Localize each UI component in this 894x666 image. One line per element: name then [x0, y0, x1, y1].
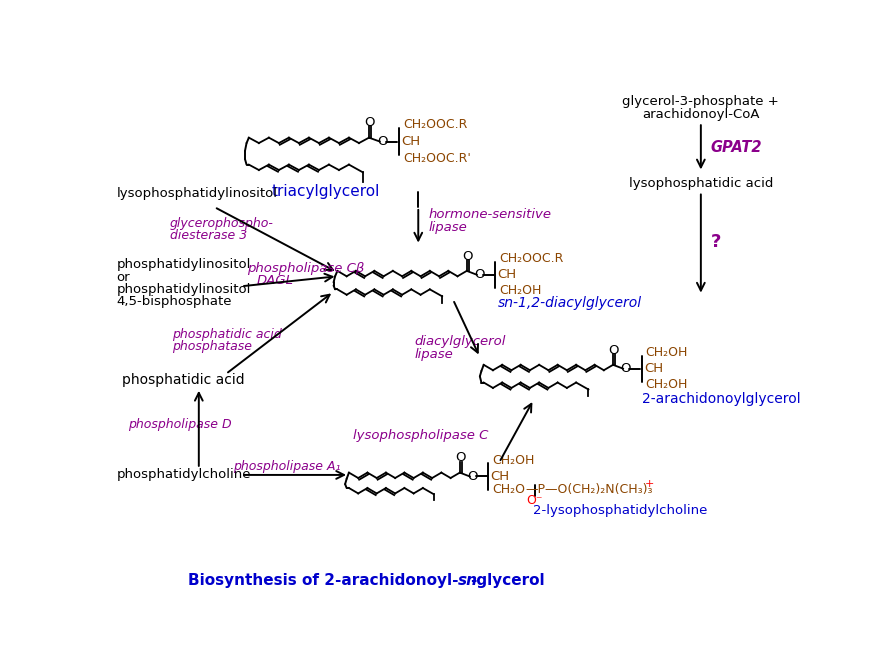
Text: glycerol-3-phosphate +: glycerol-3-phosphate + — [622, 95, 779, 108]
Text: phosphatidic acid: phosphatidic acid — [122, 373, 244, 387]
Text: GPAT2: GPAT2 — [710, 140, 762, 155]
Text: 2-arachidonoylglycerol: 2-arachidonoylglycerol — [641, 392, 799, 406]
Text: triacylglycerol: triacylglycerol — [272, 184, 380, 199]
Text: phosphatase: phosphatase — [172, 340, 251, 353]
Text: arachidonoyl-CoA: arachidonoyl-CoA — [641, 108, 759, 121]
Text: CH: CH — [497, 268, 516, 281]
Text: phospholipase A₁: phospholipase A₁ — [233, 460, 341, 473]
Text: O: O — [467, 470, 477, 483]
Text: CH₂O: CH₂O — [492, 483, 525, 496]
Text: CH₂OOC.R': CH₂OOC.R' — [402, 152, 470, 165]
Text: 4,5-bisphosphate: 4,5-bisphosphate — [116, 295, 232, 308]
Text: CH₂OH: CH₂OH — [492, 454, 534, 467]
Text: lipase: lipase — [428, 221, 467, 234]
Text: CH₂OH: CH₂OH — [645, 378, 687, 392]
Text: lipase: lipase — [414, 348, 452, 362]
Text: phosphatidylcholine: phosphatidylcholine — [116, 468, 250, 482]
Text: glycerophospho-: glycerophospho- — [169, 217, 274, 230]
Text: phosphatidylinositol: phosphatidylinositol — [116, 258, 250, 271]
Text: phosphatidylinositol: phosphatidylinositol — [116, 283, 250, 296]
Text: phospholipase D: phospholipase D — [128, 418, 232, 431]
Text: diacylglycerol: diacylglycerol — [414, 335, 505, 348]
Text: CH: CH — [643, 362, 662, 375]
Text: O: O — [608, 344, 619, 357]
Text: CH: CH — [401, 135, 420, 148]
Text: ?: ? — [710, 232, 721, 250]
Text: O: O — [455, 452, 466, 464]
Text: hormone-sensitive: hormone-sensitive — [428, 208, 551, 221]
Text: diesterase 3: diesterase 3 — [169, 229, 247, 242]
Text: lysophosphatidic acid: lysophosphatidic acid — [628, 177, 772, 190]
Text: Biosynthesis of 2-arachidonoyl-: Biosynthesis of 2-arachidonoyl- — [188, 573, 458, 588]
Text: sn: sn — [458, 573, 477, 588]
Text: DAGL: DAGL — [257, 274, 293, 288]
Text: O: O — [364, 116, 375, 129]
Text: CH₂OH: CH₂OH — [499, 284, 541, 298]
Text: lysophosphatidylinositol: lysophosphatidylinositol — [116, 187, 277, 200]
Text: O: O — [462, 250, 472, 263]
Text: sn-1,2-diacylglycerol: sn-1,2-diacylglycerol — [497, 296, 641, 310]
Text: phosphatidic acid: phosphatidic acid — [172, 328, 282, 340]
Text: CH₂OOC.R: CH₂OOC.R — [499, 252, 563, 265]
Text: —P—O(CH₂)₂N(CH₃)₃: —P—O(CH₂)₂N(CH₃)₃ — [525, 483, 652, 496]
Text: lysophospholipase C: lysophospholipase C — [352, 429, 487, 442]
Text: CH: CH — [490, 470, 510, 483]
Text: O: O — [473, 268, 484, 281]
Text: 2-lysophosphatidylcholine: 2-lysophosphatidylcholine — [533, 504, 706, 517]
Text: CH₂OOC.R: CH₂OOC.R — [402, 118, 467, 131]
Text: +: + — [644, 479, 654, 489]
Text: phospholipase Cβ: phospholipase Cβ — [246, 262, 364, 275]
Text: O⁻: O⁻ — [526, 494, 542, 507]
Text: CH₂OH: CH₂OH — [645, 346, 687, 359]
Text: O: O — [376, 135, 387, 148]
Text: O: O — [620, 362, 630, 375]
Text: or: or — [116, 270, 130, 284]
Text: -glycerol: -glycerol — [469, 573, 544, 588]
